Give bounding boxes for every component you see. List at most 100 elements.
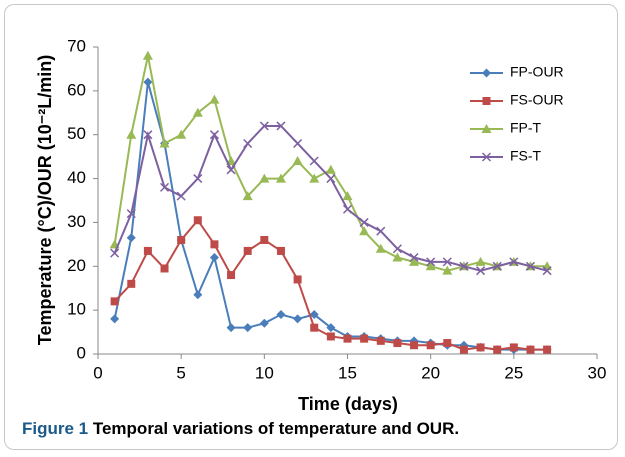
y-tick-label: 50 xyxy=(67,124,86,143)
marker xyxy=(342,204,353,214)
marker xyxy=(193,290,203,300)
marker xyxy=(326,323,336,333)
legend-marker xyxy=(482,97,491,105)
marker xyxy=(543,345,552,354)
x-tick-label: 5 xyxy=(176,363,185,382)
y-tick-label: 30 xyxy=(67,212,86,231)
marker xyxy=(475,256,486,266)
caption-text: Temporal variations of temperature and O… xyxy=(93,419,459,438)
legend-marker xyxy=(482,68,491,78)
marker xyxy=(443,339,452,348)
legend-marker xyxy=(481,152,492,162)
marker xyxy=(342,191,353,201)
figure-frame xyxy=(4,4,618,450)
marker xyxy=(542,266,552,276)
marker xyxy=(393,339,402,348)
y-tick-label: 60 xyxy=(67,80,86,99)
marker xyxy=(193,216,202,225)
marker xyxy=(309,156,319,166)
marker xyxy=(259,121,269,131)
marker xyxy=(192,107,203,117)
marker xyxy=(375,243,386,253)
marker xyxy=(243,323,253,333)
marker xyxy=(360,334,369,343)
caption-label: Figure 1 xyxy=(22,419,88,438)
marker xyxy=(376,336,385,345)
marker xyxy=(110,297,119,306)
marker xyxy=(526,345,535,354)
marker xyxy=(226,165,236,175)
y-tick-label: 0 xyxy=(77,343,86,362)
marker xyxy=(292,156,303,166)
marker xyxy=(159,138,170,148)
x-tick-label: 0 xyxy=(93,363,102,382)
marker xyxy=(259,173,270,183)
marker xyxy=(110,248,120,258)
marker xyxy=(276,310,286,320)
marker xyxy=(459,345,468,354)
x-tick-label: 10 xyxy=(255,363,274,382)
legend-label: FP-T xyxy=(510,120,542,136)
marker xyxy=(259,318,269,328)
marker xyxy=(126,209,136,219)
marker xyxy=(227,271,236,280)
marker xyxy=(309,173,320,183)
marker xyxy=(260,235,269,244)
y-tick-label: 20 xyxy=(67,256,86,275)
marker xyxy=(226,323,236,333)
marker xyxy=(326,174,336,184)
marker xyxy=(127,279,136,288)
y-tick-label: 10 xyxy=(67,300,86,319)
marker xyxy=(210,240,219,249)
marker xyxy=(426,257,436,267)
series-line xyxy=(113,81,548,351)
marker xyxy=(410,341,419,350)
marker xyxy=(143,77,153,87)
marker xyxy=(509,343,518,352)
marker xyxy=(493,345,502,354)
marker xyxy=(143,246,152,255)
marker xyxy=(476,343,485,352)
marker xyxy=(243,246,252,255)
marker xyxy=(142,50,153,60)
marker xyxy=(293,138,303,149)
marker xyxy=(177,235,186,244)
marker xyxy=(110,314,120,324)
marker xyxy=(492,261,502,271)
marker xyxy=(293,275,302,284)
marker xyxy=(176,129,187,139)
marker xyxy=(326,332,335,341)
marker xyxy=(176,191,186,201)
y-tick-label: 70 xyxy=(67,36,86,55)
marker xyxy=(126,129,137,139)
marker xyxy=(143,130,153,140)
marker xyxy=(193,174,203,184)
marker xyxy=(525,261,535,271)
x-axis-title: Time (days) xyxy=(298,394,398,414)
y-axis-title: Temperature (°C)/OUR (10⁻²L/min) xyxy=(35,55,55,345)
marker xyxy=(209,130,219,140)
legend-marker xyxy=(481,124,492,133)
marker xyxy=(359,217,369,227)
marker xyxy=(476,266,486,276)
marker xyxy=(276,246,285,255)
marker xyxy=(160,182,170,192)
marker xyxy=(243,138,253,149)
marker xyxy=(376,226,386,236)
marker xyxy=(309,310,319,320)
y-tick-label: 40 xyxy=(67,168,86,187)
marker xyxy=(442,265,453,275)
x-tick-label: 30 xyxy=(588,363,607,382)
marker xyxy=(293,314,303,324)
marker xyxy=(209,253,219,263)
marker xyxy=(409,256,420,266)
marker xyxy=(275,173,286,183)
caption: Figure 1 Temporal variations of temperat… xyxy=(22,419,459,438)
x-tick-label: 20 xyxy=(421,363,440,382)
marker xyxy=(310,323,319,332)
legend-label: FS-T xyxy=(510,148,542,164)
x-tick-label: 15 xyxy=(338,363,357,382)
marker xyxy=(242,191,253,201)
marker xyxy=(426,341,435,350)
